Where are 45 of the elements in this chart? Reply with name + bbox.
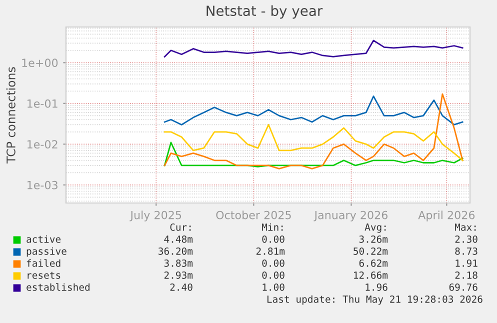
text: Max: xyxy=(454,224,476,231)
legend-label: resets xyxy=(28,272,60,279)
text: 50.22m xyxy=(354,247,388,255)
text: 2.18 xyxy=(455,271,478,279)
x-tick-label: July 2025 xyxy=(130,210,182,222)
text: 0.00 xyxy=(262,235,284,243)
text: 1.96 xyxy=(366,283,388,291)
legend-label: failed xyxy=(26,259,60,267)
text: Min: xyxy=(262,223,283,231)
y-axis-title: TCP connections xyxy=(6,67,16,164)
text: Last update: Thu May 21 19:28:03 2026 xyxy=(267,295,482,305)
text: Avg: xyxy=(364,224,386,233)
line-series xyxy=(164,124,464,162)
y-tick-label: 1e+00 xyxy=(22,58,58,68)
x-tick-label: October 2025 xyxy=(216,210,291,220)
text: 1.91 xyxy=(456,259,478,267)
text: 0.00 xyxy=(262,259,284,267)
text: 0.00 xyxy=(262,271,284,279)
y-tick-label: 1e-03 xyxy=(28,180,58,190)
text: 2.93m xyxy=(164,271,193,279)
legend-label: passive xyxy=(26,247,66,257)
text: 8.73 xyxy=(455,247,478,255)
y-tick-label: 1e-01 xyxy=(28,99,58,108)
text: 12.66m xyxy=(354,271,388,279)
legend-label: active xyxy=(26,235,61,243)
line-series xyxy=(164,142,464,168)
text: 36.20m xyxy=(158,247,193,255)
text: 6.62m xyxy=(359,259,388,267)
y-tick-label: 1e-02 xyxy=(28,140,58,149)
text: 2.81m xyxy=(256,247,285,255)
text: 3.26m xyxy=(359,235,388,243)
line-series xyxy=(164,40,464,58)
legend-label: established xyxy=(26,283,90,291)
text: 4.48m xyxy=(164,235,193,243)
chart-title: Netstat - by year xyxy=(206,5,323,19)
x-tick-label: April 2026 xyxy=(418,210,475,222)
text: Cur: xyxy=(170,223,191,231)
line-series xyxy=(164,96,464,126)
text: 69.76 xyxy=(449,283,478,291)
text: 2.30 xyxy=(455,235,478,243)
text: 2.40 xyxy=(170,283,192,291)
text: 3.83m xyxy=(164,259,193,267)
line-series xyxy=(164,93,464,170)
text: 1.00 xyxy=(262,283,284,291)
x-tick-label: January 2026 xyxy=(314,210,388,222)
